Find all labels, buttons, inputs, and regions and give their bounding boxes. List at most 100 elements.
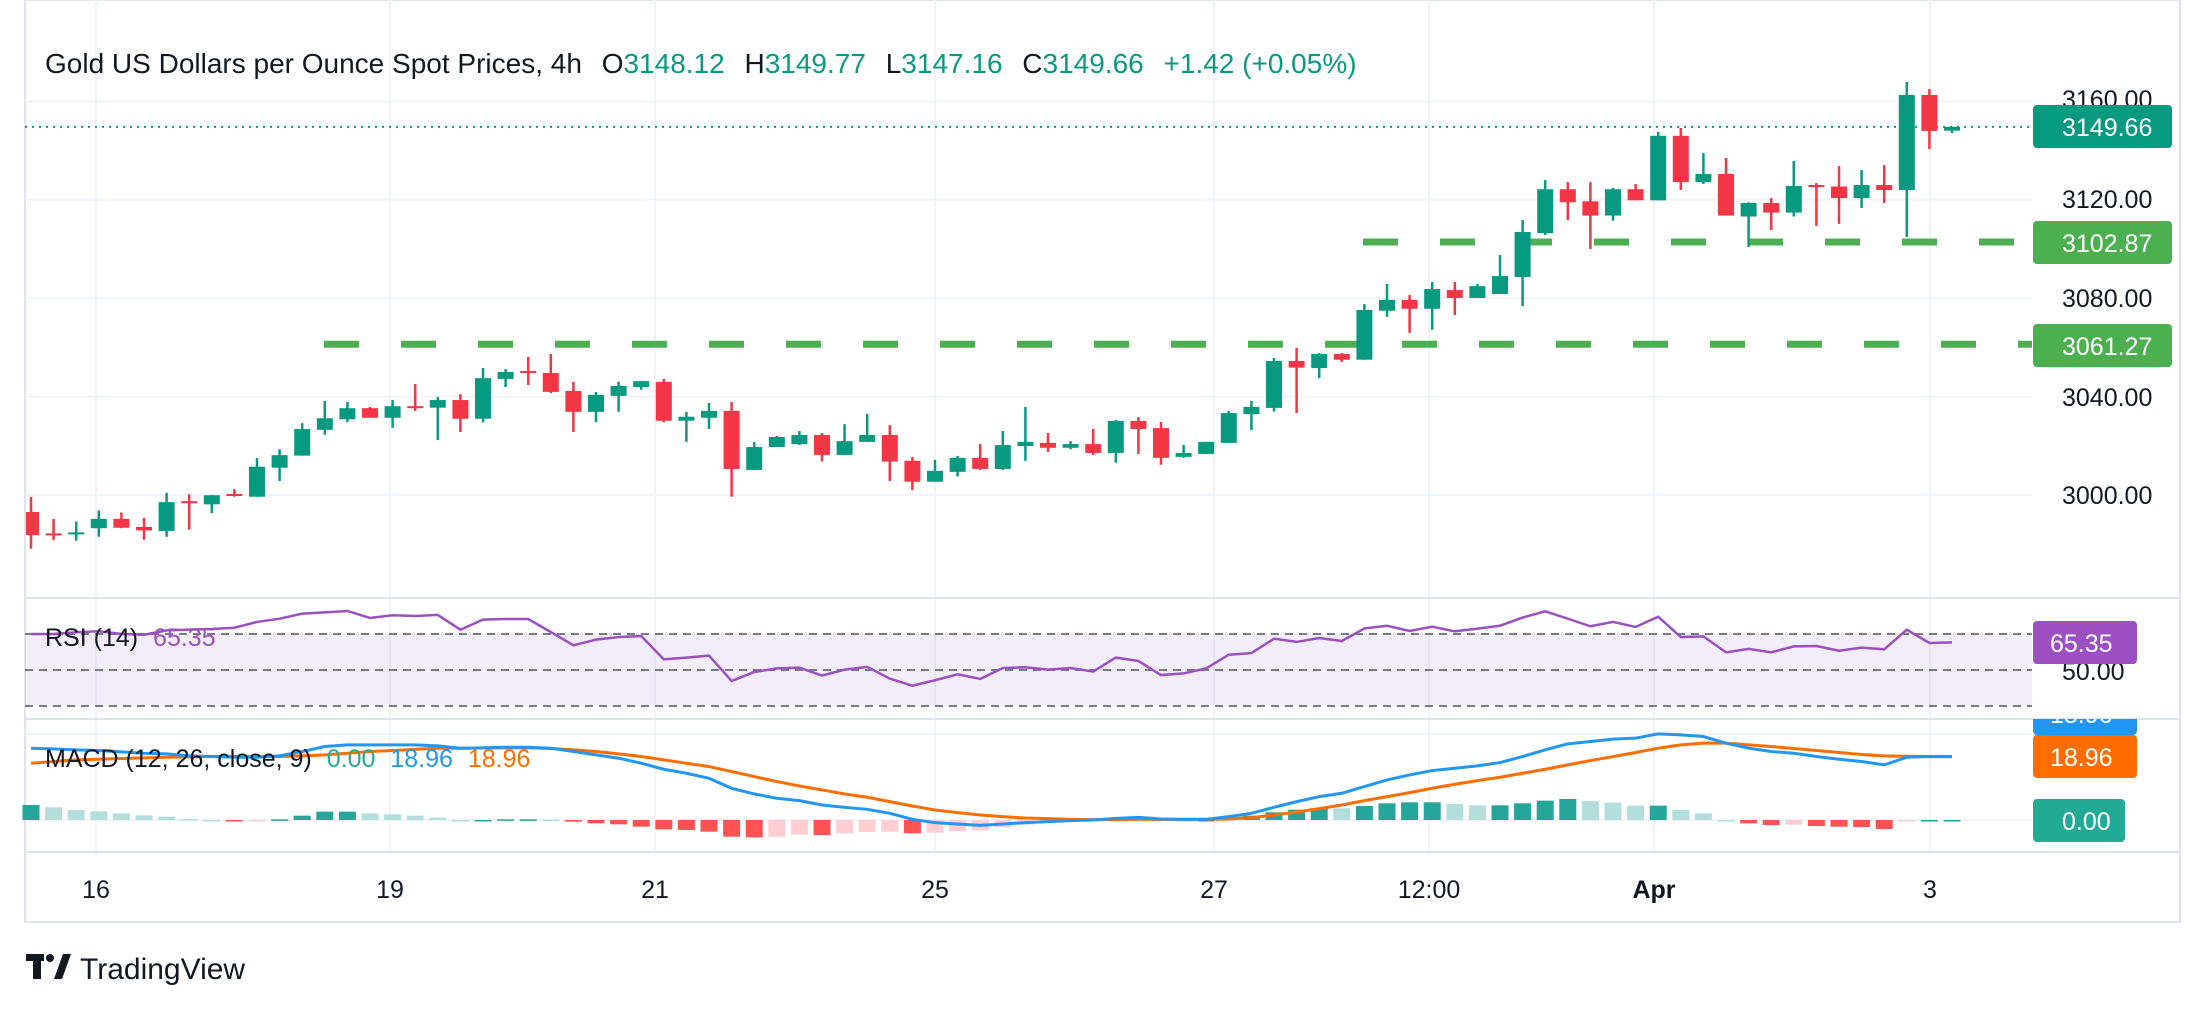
histogram-bar — [1401, 802, 1419, 820]
candle-down — [1559, 182, 1576, 220]
candle-body — [1559, 189, 1576, 203]
candle-body — [384, 406, 401, 418]
price-tick: 3120.00 — [2062, 186, 2152, 214]
histogram-bar — [881, 820, 899, 832]
histogram-bar — [248, 820, 266, 822]
candle-up — [1243, 400, 1260, 431]
rsi-series — [31, 609, 1953, 687]
time-tick: 25 — [921, 876, 949, 904]
rsi-legend[interactable]: RSI (14) 65.35 — [45, 624, 216, 652]
candle-down — [1808, 183, 1825, 226]
tradingview-logo[interactable]: TradingView — [26, 953, 245, 986]
candle-up — [836, 424, 853, 455]
candle-body — [1763, 202, 1780, 213]
candle-up — [1514, 219, 1531, 307]
histogram-bar — [1378, 803, 1396, 820]
symbol-title[interactable]: Gold US Dollars per Ounce Spot Prices, 4… — [45, 48, 582, 79]
histogram-bar — [67, 809, 85, 820]
chart-frame — [24, 0, 2181, 923]
candle-up — [1198, 441, 1215, 454]
candle-body — [1831, 186, 1847, 199]
candle-down — [565, 381, 582, 433]
histogram-bar — [768, 820, 786, 837]
horizontal-levels[interactable] — [324, 238, 2032, 348]
candle-down — [1153, 421, 1169, 465]
candle-body — [362, 408, 378, 418]
macd-value-label: 18.96 — [2050, 701, 2113, 729]
candle-down — [1672, 127, 1689, 190]
candle-body — [1130, 420, 1147, 430]
macd-lines — [30, 732, 1953, 827]
candle-down — [881, 425, 898, 481]
open-label: O — [602, 48, 624, 79]
candle-body — [1424, 289, 1441, 309]
candle-body — [881, 434, 898, 462]
candle-up — [1220, 410, 1237, 443]
time-axis[interactable]: 16 19 21 25 27 12:00 Apr 3 — [82, 876, 1937, 904]
histogram-bar — [1694, 813, 1712, 820]
candle-body — [701, 410, 717, 418]
candle-body — [655, 381, 672, 421]
candle-up — [429, 397, 446, 440]
macd-legend[interactable]: MACD (12, 26, close, 9) 0.00 18.96 18.96 — [45, 745, 530, 773]
candle-body — [1514, 232, 1531, 278]
price-tick: 3080.00 — [2062, 285, 2152, 313]
candle-down — [1288, 347, 1305, 414]
rsi-value-badge — [2033, 621, 2137, 664]
rsi-line — [31, 609, 1953, 687]
histogram-bar — [338, 811, 356, 820]
candles[interactable] — [23, 81, 1960, 549]
candle-up — [1492, 254, 1508, 295]
candle-down — [45, 518, 62, 541]
price-axis[interactable]: 3160.00 3120.00 3080.00 3040.00 3000.00 — [2062, 86, 2152, 510]
candle-down — [972, 444, 989, 470]
candle-up — [588, 391, 604, 423]
histogram-bar — [180, 818, 198, 821]
histogram-bar — [225, 820, 243, 822]
candle-down — [226, 489, 243, 497]
candle-body — [429, 400, 446, 408]
macd-legend-title: MACD (12, 26, close, 9) — [45, 745, 312, 773]
histogram-bar — [1807, 820, 1825, 827]
candle-up — [1898, 81, 1915, 237]
candle-down — [904, 456, 921, 491]
candle-body — [1175, 452, 1192, 457]
candle-body — [1492, 276, 1508, 295]
candle-up — [791, 431, 808, 446]
histogram-bar — [587, 820, 605, 824]
histogram-bar — [1468, 805, 1486, 820]
candle-down — [1040, 433, 1056, 452]
candle-up — [294, 423, 311, 456]
candle-up — [1695, 153, 1712, 185]
candle-body — [791, 434, 808, 445]
rsi-value-label: 65.35 — [2050, 630, 2113, 658]
candle-up — [1605, 187, 1621, 221]
candle-body — [1853, 185, 1870, 199]
histogram-bar — [655, 820, 673, 830]
candle-body — [1605, 189, 1621, 216]
last-price-badge — [2033, 105, 2172, 148]
candle-body — [158, 502, 175, 531]
candle-body — [113, 518, 130, 528]
histogram-bar — [610, 820, 628, 825]
candle-body — [1198, 441, 1215, 454]
histogram-bar — [745, 820, 763, 838]
candle-body — [1695, 173, 1712, 183]
candle-body — [1785, 186, 1802, 213]
histogram-bar — [813, 820, 831, 836]
histogram-bar — [497, 819, 515, 821]
high-label: H — [744, 48, 764, 79]
candle-body — [1311, 354, 1328, 369]
candle-up — [271, 449, 288, 481]
candle-body — [249, 466, 265, 497]
signal-value-badge — [2033, 735, 2137, 778]
candle-down — [407, 384, 424, 411]
candle-down — [1876, 165, 1893, 203]
histogram-bar — [1649, 805, 1667, 820]
histogram-bar — [293, 815, 311, 820]
tradingview-logo-icon — [26, 954, 71, 979]
histogram-bar — [451, 820, 469, 822]
candle-body — [1288, 360, 1305, 368]
candle-body — [181, 501, 198, 504]
